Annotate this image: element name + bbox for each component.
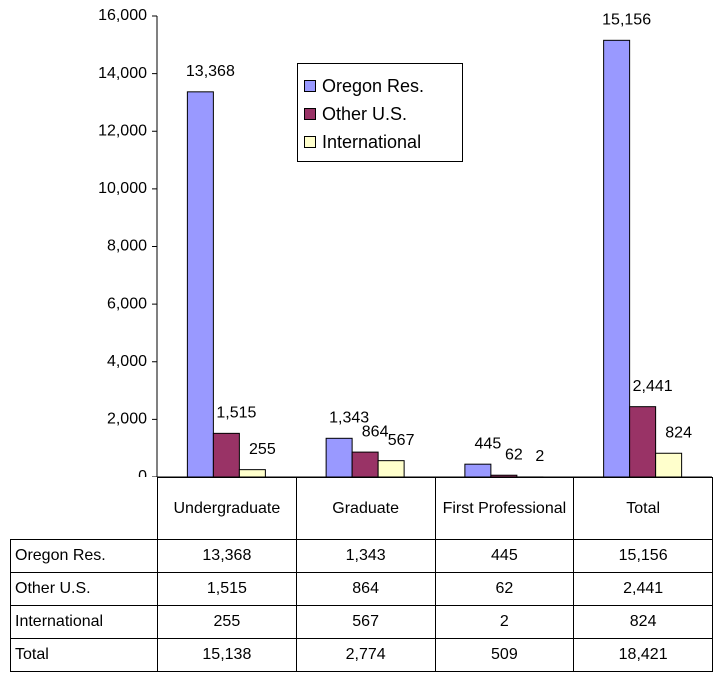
table-cell: 15,156 [573,539,713,573]
table-cell: 864 [295,572,436,606]
chart: 0 2,000 4,000 6,000 8,000 10,000 12,000 14,000 1… [98,7,712,477]
bar [603,39,631,477]
y-tick-label: 6,000 [107,295,147,312]
data-label: 15,156 [602,12,651,29]
bar [212,432,240,477]
data-label: 255 [249,441,276,458]
y-tick-label: 12,000 [98,122,147,139]
y-tick-label: 4,000 [107,353,147,370]
bar [325,437,353,477]
table-cell: 1,343 [295,539,436,573]
legend-swatch [304,108,316,120]
bar [464,463,492,477]
legend-entry: Other U.S. [304,100,456,128]
data-label: 13,368 [186,63,235,80]
table-cell: 15,138 [157,638,297,672]
bar [351,451,379,477]
category-label: Undergraduate [157,477,297,540]
legend-swatch [304,80,316,92]
table-cell: 255 [157,605,297,639]
y-tick-label: 8,000 [107,238,147,255]
table-cell: 824 [573,605,713,639]
y-tick-label: 0 [138,468,147,477]
y-tick-label: 16,000 [98,7,147,24]
table-cell: 13,368 [157,539,297,573]
category-label: First Professional [434,477,575,540]
data-label: 2 [535,448,544,465]
bar [238,469,266,477]
legend-label: International [322,131,422,152]
legend: Oregon Res. Other U.S. International [297,63,463,162]
data-label: 1,343 [329,410,369,427]
table-corner [11,478,158,540]
data-label: 445 [475,435,502,452]
row-label: Total [10,638,158,672]
y-tick-label: 14,000 [98,65,147,82]
category-label: Graduate [295,477,436,540]
table-cell: 2,774 [295,638,436,672]
data-label: 824 [665,424,692,441]
legend-entry: Oregon Res. [304,72,456,100]
row-label: International [10,605,158,639]
table-row: Total 15,138 2,774 509 18,421 [10,638,713,672]
bar [629,406,657,477]
row-label: Oregon Res. [10,539,158,573]
legend-label: Oregon Res. [322,75,425,96]
table-row: International 255 567 2 824 [10,605,713,639]
bar [186,91,214,477]
table-cell: 2 [434,605,575,639]
table-cell: 18,421 [573,638,713,672]
row-label: Other U.S. [10,572,158,606]
category-label: Total [573,477,713,540]
table-header: Undergraduate Graduate First Professional T… [11,477,713,540]
legend-label: Other U.S. [322,103,408,124]
bar [377,460,405,477]
data-label: 567 [388,432,415,449]
bar [655,452,683,477]
data-label: 1,515 [216,405,256,422]
data-label: 2,441 [633,378,673,395]
table-row: Oregon Res. 13,368 1,343 445 15,156 [10,539,713,573]
data-label: 864 [362,423,389,440]
legend-swatch [304,136,316,148]
y-tick-label: 10,000 [98,180,147,197]
data-table: Undergraduate Graduate First Professional T… [10,477,713,672]
y-tick-label: 2,000 [107,411,147,428]
table-cell: 445 [434,539,575,573]
table-cell: 62 [434,572,575,606]
table-row: Other U.S. 1,515 864 62 2,441 [10,572,713,606]
table-cell: 509 [434,638,575,672]
data-label: 62 [505,446,523,463]
table-cell: 567 [295,605,436,639]
table-cell: 1,515 [157,572,297,606]
table-cell: 2,441 [573,572,713,606]
legend-entry: International [304,128,456,156]
